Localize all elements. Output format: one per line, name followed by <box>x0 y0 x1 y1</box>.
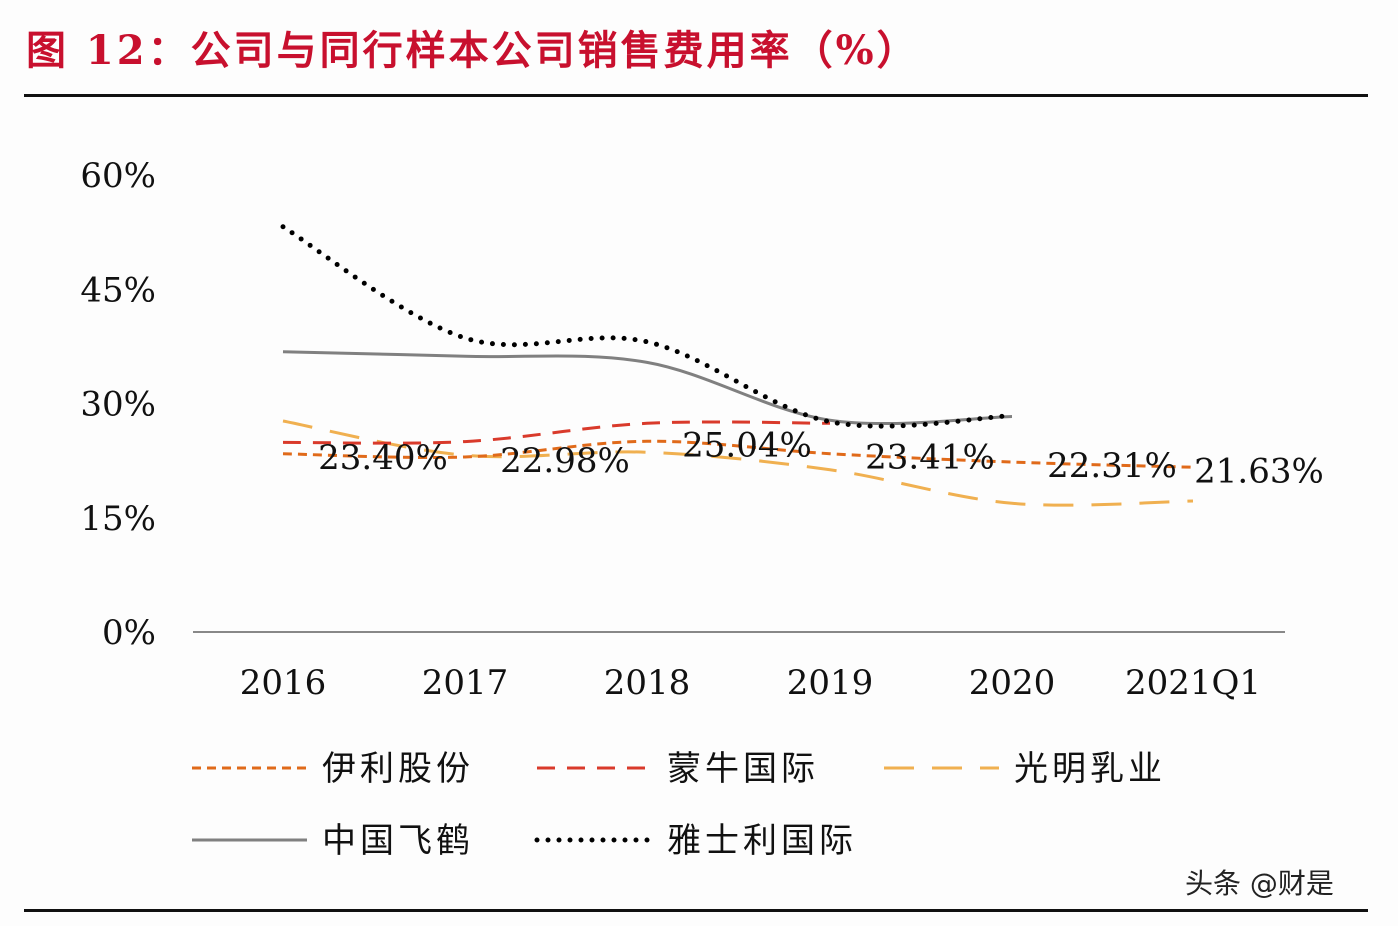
series-line-5 <box>280 224 1015 429</box>
series-line-4 <box>282 350 1013 426</box>
watermark: 头条 @财是 <box>1185 867 1334 900</box>
x-tick-label: 2020 <box>969 663 1056 703</box>
x-tick-label: 2018 <box>604 663 691 703</box>
series-line-3 <box>282 419 1194 507</box>
legend-label: 光明乳业 <box>1014 749 1166 789</box>
y-tick-label: 45% <box>80 270 156 310</box>
data-label: 23.40% <box>318 438 448 478</box>
legend-label: 雅士利国际 <box>667 821 857 861</box>
data-label: 21.63% <box>1194 451 1324 491</box>
x-tick-label: 2016 <box>240 663 327 703</box>
figure-title: 图 12：公司与同行样本公司销售费用率（%） <box>26 27 920 74</box>
x-tick-label: 2019 <box>787 663 874 703</box>
x-tick-label: 2021Q1 <box>1125 663 1261 703</box>
data-label: 22.31% <box>1047 446 1177 486</box>
y-tick-label: 60% <box>80 156 156 196</box>
legend-label: 伊利股份 <box>322 749 474 789</box>
data-label: 23.41% <box>865 438 995 478</box>
y-tick-label: 30% <box>80 385 156 425</box>
y-tick-label: 15% <box>80 499 156 539</box>
legend-label: 中国飞鹤 <box>322 821 474 861</box>
bottom-rule <box>24 909 1368 912</box>
data-label: 22.98% <box>500 441 630 481</box>
top-rule <box>24 94 1368 97</box>
x-tick-label: 2017 <box>422 663 509 703</box>
y-tick-label: 0% <box>102 613 156 653</box>
data-label: 25.04% <box>682 425 812 465</box>
series-line-2 <box>282 420 831 445</box>
legend-label: 蒙牛国际 <box>667 749 819 789</box>
series-line-1 <box>282 439 1194 469</box>
